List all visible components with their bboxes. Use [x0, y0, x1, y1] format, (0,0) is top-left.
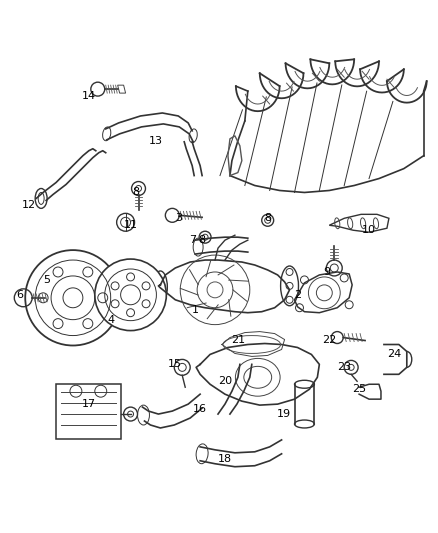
Text: 5: 5 [44, 275, 51, 285]
Ellipse shape [153, 271, 167, 303]
Text: 23: 23 [337, 362, 351, 373]
Ellipse shape [281, 266, 298, 306]
Text: 20: 20 [218, 376, 232, 386]
Text: 9: 9 [324, 267, 331, 277]
Text: 11: 11 [124, 220, 138, 230]
Text: 24: 24 [387, 350, 401, 359]
Text: 7: 7 [189, 235, 196, 245]
Text: 4: 4 [107, 314, 114, 325]
Text: 16: 16 [193, 404, 207, 414]
Text: 12: 12 [22, 200, 36, 211]
Text: 1: 1 [192, 305, 199, 314]
Text: 14: 14 [82, 91, 96, 101]
Text: 2: 2 [294, 290, 301, 300]
Text: 19: 19 [276, 409, 291, 419]
Polygon shape [56, 384, 120, 439]
Text: 6: 6 [16, 290, 23, 300]
Text: 13: 13 [148, 136, 162, 146]
Text: 8: 8 [264, 213, 271, 223]
Circle shape [25, 250, 120, 345]
Circle shape [95, 259, 166, 330]
Text: 25: 25 [352, 384, 366, 394]
Text: 8: 8 [198, 235, 206, 245]
Text: 21: 21 [231, 335, 245, 344]
Text: 18: 18 [218, 454, 232, 464]
Text: 3: 3 [175, 213, 182, 223]
Text: 8: 8 [132, 188, 139, 197]
Text: 10: 10 [362, 225, 376, 235]
Text: 22: 22 [322, 335, 336, 344]
Text: 17: 17 [82, 399, 96, 409]
Text: 15: 15 [168, 359, 182, 369]
